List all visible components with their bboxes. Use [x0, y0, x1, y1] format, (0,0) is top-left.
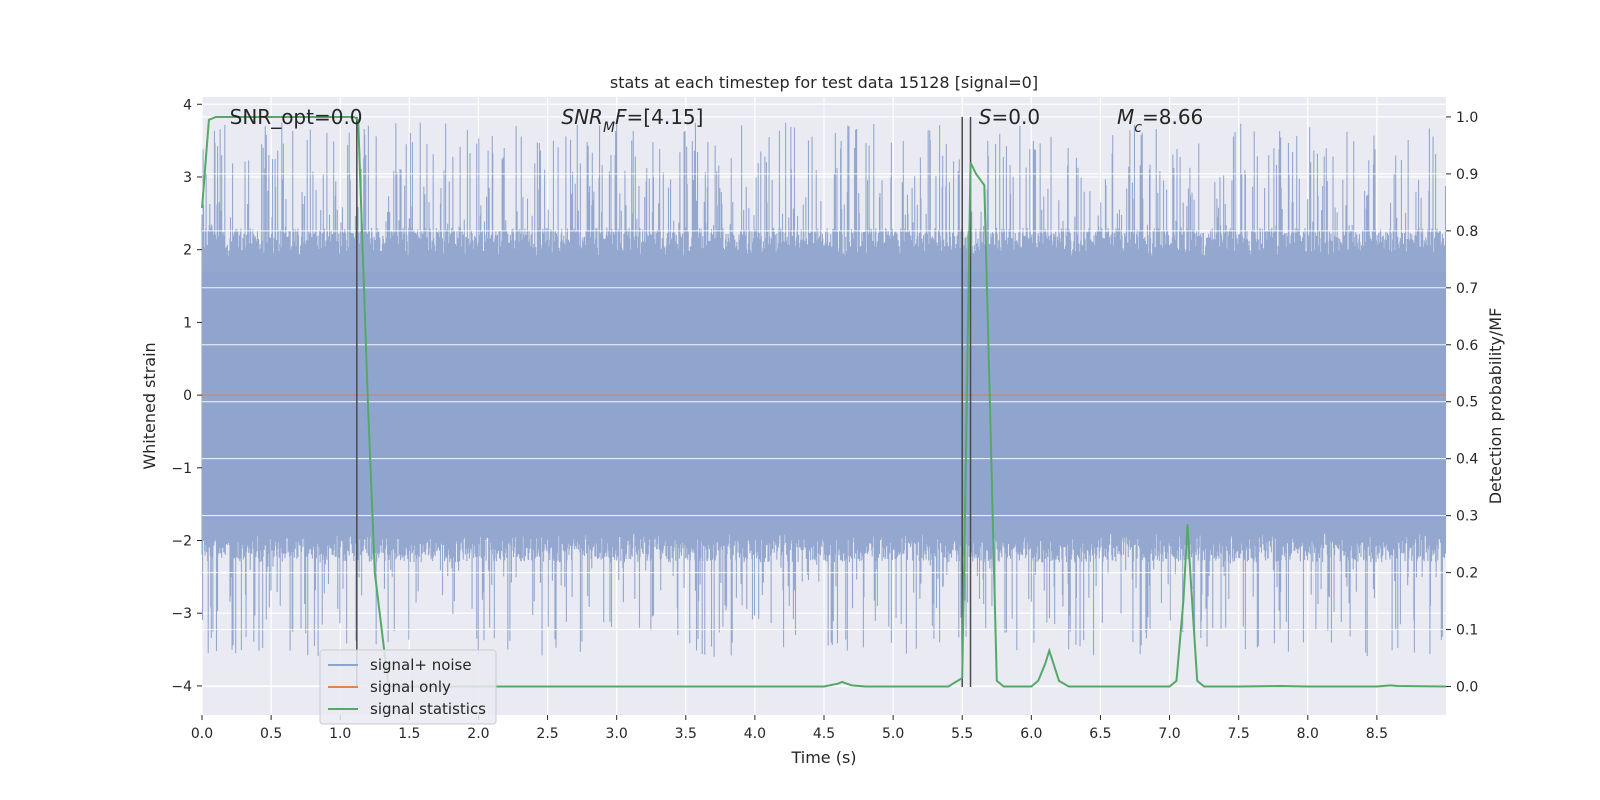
y-right-tick-label-8: 0.2: [1456, 566, 1478, 582]
x-tick-label-1: 0.5: [260, 726, 282, 742]
y-right-tick-label-3: 0.7: [1456, 281, 1478, 297]
y-left-tick-label-8: −4: [171, 679, 192, 695]
y-right-tick-label-7: 0.3: [1456, 509, 1478, 525]
annotation-3: Mc=8.66: [1117, 105, 1203, 136]
series-signal-statistics: [201, 115, 1447, 688]
annotation-2: S=0.0: [979, 105, 1040, 129]
y-left-tick-label-2: 2: [183, 243, 192, 259]
x-tick-label-2: 1.0: [329, 726, 351, 742]
x-tick-label-17: 8.5: [1366, 726, 1388, 742]
y-left-tick-label-7: −3: [171, 606, 192, 622]
y-left-tick-label-4: 0: [183, 388, 192, 404]
y-right-tick-label-2: 0.8: [1456, 224, 1478, 240]
x-tick-label-16: 8.0: [1297, 726, 1319, 742]
y-left-axis-title: Whitened strain: [140, 342, 159, 469]
x-axis-title: Time (s): [790, 748, 856, 767]
axes: 0.0 0.5 1.0 1.5 2.0 2.5 3.0 3.5 4.0 4.5 5.0 5.5 6.0 6…: [171, 97, 1478, 742]
x-tick-label-13: 6.5: [1089, 726, 1111, 742]
legend-label-signal-only: signal only: [370, 678, 451, 696]
y-left-tick-label-3: 1: [183, 315, 192, 331]
x-tick-label-5: 2.5: [536, 726, 558, 742]
x-tick-label-9: 4.5: [813, 726, 835, 742]
x-tick-label-7: 3.5: [675, 726, 697, 742]
y-left-tick-label-1: 3: [183, 170, 192, 186]
legend: signal+ noise signal only signal statist…: [319, 649, 497, 725]
x-tick-label-11: 5.5: [951, 726, 973, 742]
x-tick-label-4: 2.0: [467, 726, 489, 742]
y-right-axis-title: Detection probability/MF: [1486, 308, 1505, 505]
x-tick-label-3: 1.5: [398, 726, 420, 742]
y-right-tick-label-6: 0.4: [1456, 452, 1478, 468]
annotation-0: SNR_opt=0.0: [230, 105, 363, 129]
legend-box: [319, 649, 497, 725]
y-right-tick-label-9: 0.1: [1456, 623, 1478, 639]
y-right-tick-label-0: 1.0: [1456, 110, 1478, 126]
y-right-tick-label-5: 0.5: [1456, 395, 1478, 411]
plot-area: [201, 115, 1447, 688]
annotation-1: SNRMF=[4.15]: [561, 105, 703, 136]
y-right-tick-label-10: 0.0: [1456, 680, 1478, 696]
y-right-tick-label-1: 0.9: [1456, 167, 1478, 183]
legend-label-signal-statistics: signal statistics: [370, 700, 486, 718]
x-tick-label-0: 0.0: [191, 726, 213, 742]
x-tick-label-12: 6.0: [1020, 726, 1042, 742]
x-tick-label-10: 5.0: [882, 726, 904, 742]
x-tick-label-8: 4.0: [744, 726, 766, 742]
y-left-tick-label-5: −1: [171, 461, 192, 477]
x-tick-label-15: 7.5: [1228, 726, 1250, 742]
y-left-tick-label-0: 4: [183, 97, 192, 113]
legend-label-signal-noise: signal+ noise: [370, 656, 472, 674]
x-tick-label-14: 7.0: [1158, 726, 1180, 742]
x-tick-label-6: 3.0: [606, 726, 628, 742]
y-right-tick-label-4: 0.6: [1456, 338, 1478, 354]
y-left-tick-label-6: −2: [171, 534, 192, 550]
chart-title: stats at each timestep for test data 151…: [610, 73, 1038, 92]
annotations: SNR_opt=0.0 SNRMF=[4.15] S=0.0 Mc=8.66: [230, 105, 1204, 136]
